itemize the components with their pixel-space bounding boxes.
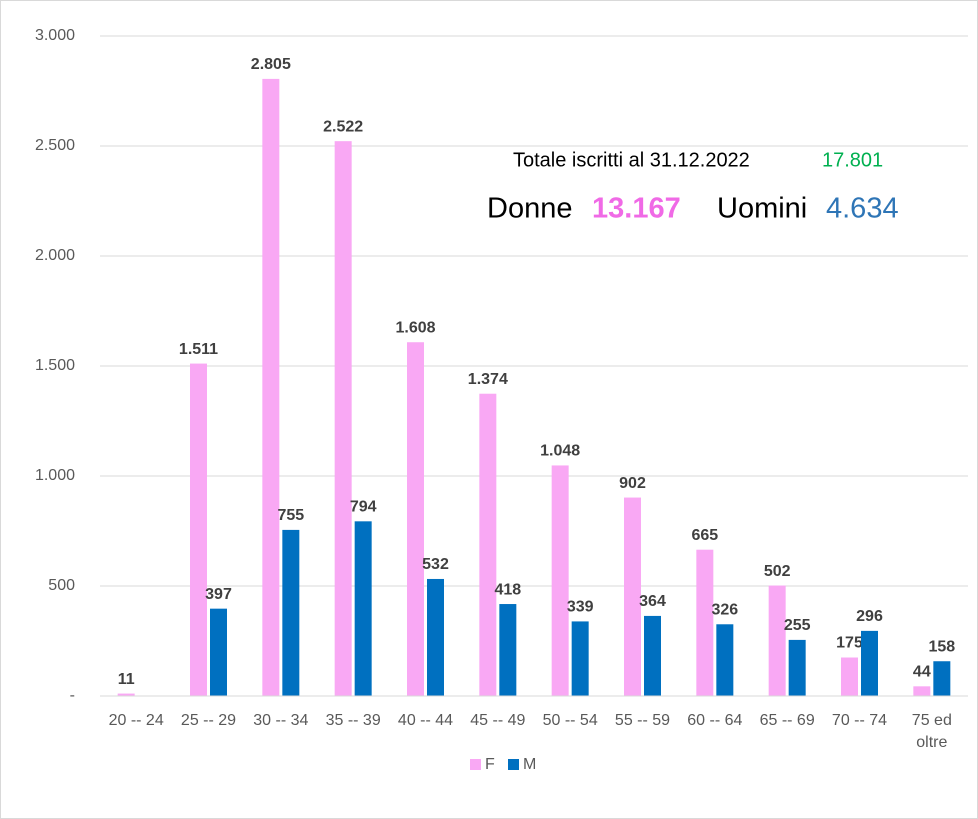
x-tick-label: 75 ed oltre	[911, 712, 952, 751]
bar	[551, 465, 569, 696]
value-label: 2.805	[251, 56, 291, 73]
bar	[696, 549, 714, 696]
value-label: 255	[784, 617, 811, 634]
value-label: 364	[639, 593, 666, 610]
bar	[716, 624, 734, 696]
value-label: 11	[118, 671, 135, 688]
value-label: 158	[928, 638, 955, 655]
legend-swatch	[470, 759, 481, 770]
bar	[933, 661, 951, 696]
value-label: 339	[567, 599, 594, 616]
x-tick-label: 25 -- 29	[180, 712, 237, 729]
bar	[913, 686, 931, 696]
bar	[644, 615, 661, 696]
value-label: 296	[856, 608, 883, 625]
annotation: Totale iscritti al 31.12.2022	[513, 149, 750, 171]
value-label: 794	[350, 499, 377, 516]
value-label: 397	[205, 586, 232, 603]
y-tick-label: 1.500	[35, 357, 75, 374]
x-tick-label: 40 -- 44	[397, 712, 454, 729]
x-tick-label: 50 -- 54	[542, 712, 598, 729]
bar	[479, 393, 497, 696]
value-label: 1.048	[540, 443, 580, 460]
annotation: Donne	[487, 193, 572, 225]
value-label: 755	[277, 507, 304, 524]
bar	[499, 604, 517, 696]
value-label: 418	[494, 581, 521, 598]
value-label: 1.608	[395, 319, 435, 336]
legend-label: M	[523, 756, 536, 773]
bar	[624, 497, 641, 696]
value-label: 902	[619, 475, 646, 492]
legend-label: F	[485, 756, 495, 773]
bar	[427, 578, 444, 696]
bar	[861, 630, 878, 696]
bar	[407, 342, 424, 696]
x-tick-label: 20 -- 24	[108, 712, 164, 729]
bar	[841, 657, 858, 696]
bar	[282, 529, 300, 696]
bar	[334, 141, 352, 696]
value-label: 532	[422, 556, 449, 573]
bar	[571, 621, 589, 696]
value-label: 44	[913, 664, 931, 681]
x-tick-label: 35 -- 39	[325, 712, 381, 729]
value-label: 665	[691, 527, 718, 544]
annotation: Uomini	[717, 193, 807, 225]
y-tick-label: 500	[48, 577, 75, 594]
bar	[117, 693, 135, 696]
bar	[354, 521, 372, 696]
x-tick-label: 65 -- 69	[759, 712, 815, 729]
y-tick-label: 2.000	[35, 247, 75, 264]
bar	[210, 608, 227, 696]
x-tick-label: 55 -- 59	[614, 712, 671, 729]
bar	[788, 639, 806, 696]
x-tick-label: 30 -- 34	[253, 712, 309, 729]
bar	[768, 585, 786, 696]
y-tick-label: 1.000	[35, 467, 75, 484]
x-tick-label: 60 -- 64	[687, 712, 743, 729]
bar	[262, 78, 280, 696]
x-tick-label: 70 -- 74	[831, 712, 888, 729]
y-tick-label: 3.000	[35, 27, 75, 44]
annotation: 4.634	[826, 193, 899, 225]
value-label: 1.374	[468, 371, 508, 388]
legend-swatch	[508, 759, 519, 770]
value-label: 326	[711, 601, 738, 618]
bar	[190, 363, 207, 696]
x-tick-label: 45 -- 49	[470, 712, 526, 729]
y-tick-label: -	[70, 687, 75, 704]
value-label: 1.511	[179, 341, 218, 358]
value-label: 2.522	[323, 118, 363, 135]
annotation: 13.167	[592, 193, 681, 225]
value-label: 175	[836, 635, 863, 652]
annotation: 17.801	[822, 149, 883, 171]
y-tick-label: 2.500	[35, 137, 75, 154]
value-label: 502	[764, 563, 791, 580]
